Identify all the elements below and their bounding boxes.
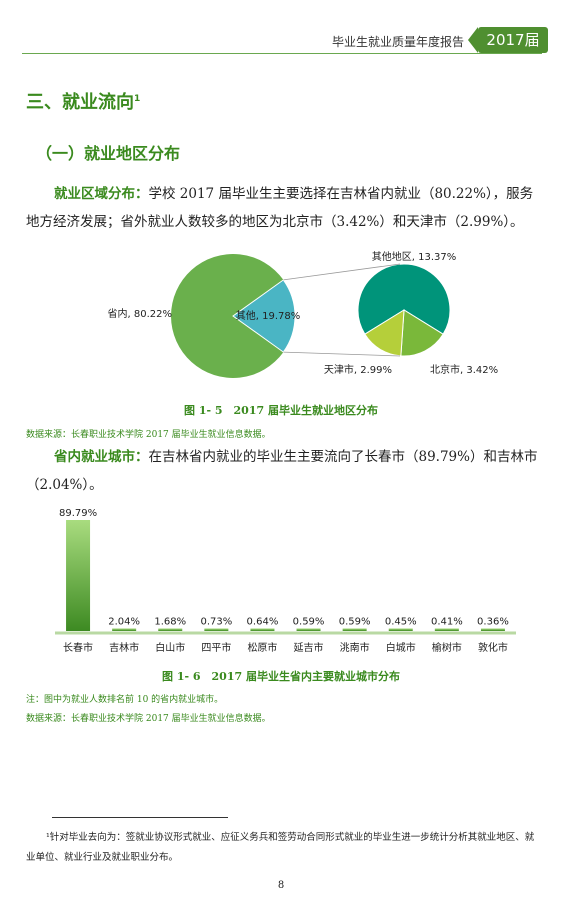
bar-value-label: 0.64% [247, 617, 279, 628]
section-title: 三、就业流向1 [26, 92, 141, 113]
data-source-note: 数据来源：长春职业技术学院 2017 届毕业生就业信息数据。 [26, 714, 271, 724]
pie-slice-province [171, 254, 284, 378]
bar-category-label: 吉林市 [109, 641, 139, 654]
report-header-title: 毕业生就业质量年度报告 [332, 35, 465, 49]
bar-category-label: 敦化市 [478, 641, 508, 654]
paragraph-text: 在吉林省内就业的毕业生主要流向了长春市（89.79%）和吉林市（2.04%）。 [26, 449, 538, 493]
bar-value-label: 0.45% [385, 617, 417, 628]
bar [158, 628, 183, 631]
bar [480, 628, 505, 631]
year-badge: 2017届 [468, 27, 548, 53]
bar-value-label: 0.59% [293, 617, 325, 628]
pie-label-tianjin: 天津市, 2.99% [324, 363, 392, 376]
bar-category-label: 榆树市 [432, 641, 462, 654]
bar-value-label: 0.36% [477, 617, 509, 628]
pie-label-province: 省内, 80.22% [108, 307, 173, 320]
city-bar-chart: 89.79% 2.04% 1.68% 0.73% 0.64% 0.59% 0.59% 0.45… [55, 508, 516, 654]
figure-caption: 图 1- 6 2017 届毕业生省内主要就业城市分布 [162, 670, 400, 683]
bar [112, 628, 137, 631]
bar [204, 628, 229, 631]
paragraph-text: 学校 2017 届毕业生主要选择在吉林省内就业（80.22%），服务地方经济发展… [26, 186, 534, 230]
bar-value-label: 89.79% [59, 508, 97, 519]
bar-category-label: 松原市 [247, 641, 277, 654]
header-divider [22, 53, 542, 54]
pie-slice-other [232, 279, 296, 353]
page-number: 8 [277, 880, 285, 891]
bar-category-label: 四平市 [201, 641, 231, 654]
bar-value-label: 2.04% [108, 616, 140, 627]
bar-value-label: 0.41% [431, 617, 463, 628]
bar-category-label: 白城市 [386, 641, 416, 654]
sub-slice-tianjin [364, 309, 405, 357]
footnote-text: ¹针对毕业去向为：签就业协议形式就业、应征义务兵和签劳动合同形式就业的毕业生进一… [26, 832, 535, 863]
bar [434, 628, 459, 631]
sub-slice-beijing [400, 309, 444, 357]
pie-connector-line [283, 351, 401, 357]
subsection-title: （一）就业地区分布 [36, 144, 181, 163]
pie-label-other: 其他, 19.78% [236, 309, 301, 322]
pie-label-beijing: 北京市, 3.42% [430, 363, 498, 376]
bar [342, 628, 367, 631]
paragraph-city: 省内就业城市：在吉林省内就业的毕业生主要流向了长春市（89.79%）和吉林市（2… [26, 443, 540, 499]
bar [388, 628, 413, 631]
sub-slice-other-regions [357, 263, 451, 335]
bar [66, 520, 91, 631]
paragraph-lead: 省内就业城市： [54, 449, 149, 465]
figure-note: 注：图中为就业人数排名前 10 的省内就业城市。 [26, 695, 224, 705]
pie-connector-line [283, 263, 401, 281]
bar-value-label: 1.68% [154, 617, 186, 628]
bar-category-label: 延吉市 [294, 641, 324, 654]
bar-category-label: 洮南市 [340, 641, 370, 654]
bar [250, 628, 275, 631]
footnote-divider [52, 817, 228, 818]
figure-caption: 图 1- 5 2017 届毕业生就业地区分布 [184, 404, 378, 417]
bar-value-label: 0.73% [200, 617, 232, 628]
data-source-note: 数据来源：长春职业技术学院 2017 届毕业生就业信息数据。 [26, 430, 271, 440]
bar-value-label: 0.59% [339, 617, 371, 628]
bar [296, 628, 321, 631]
bar-category-label: 白山市 [155, 641, 185, 654]
region-pie-chart: 省内, 80.22% 其他, 19.78% 其他地区, 13.37% 北京市, 3.4… [108, 250, 498, 378]
pie-label-other-regions: 其他地区, 13.37% [372, 250, 457, 263]
paragraph-lead: 就业区域分布： [54, 186, 149, 202]
paragraph-region: 就业区域分布：学校 2017 届毕业生主要选择在吉林省内就业（80.22%），服… [26, 180, 540, 236]
bar-category-label: 长春市 [63, 641, 93, 654]
